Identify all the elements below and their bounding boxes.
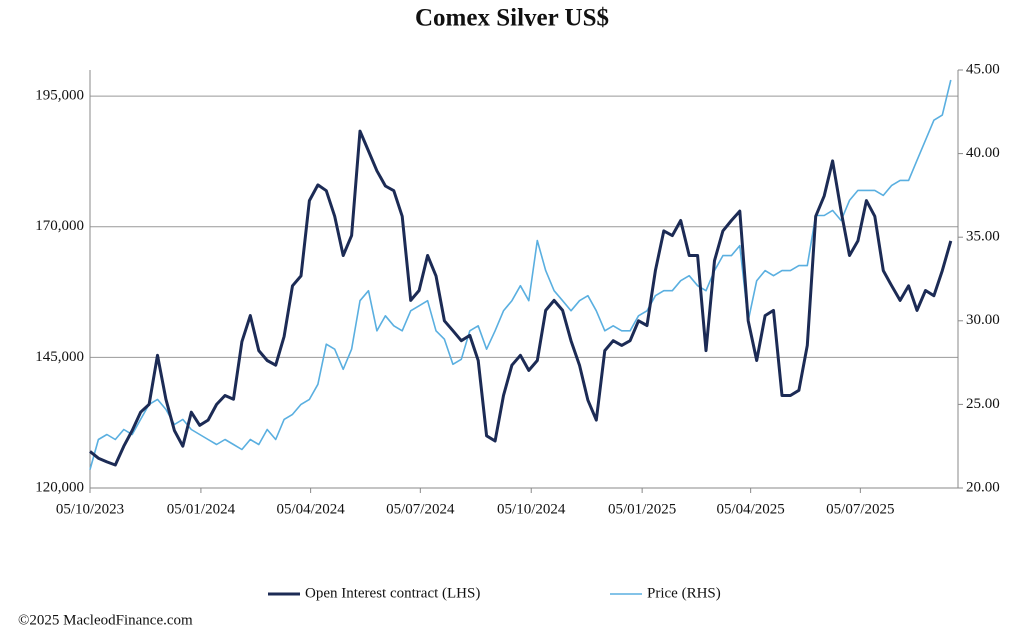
x-tick-label: 05/01/2025 bbox=[608, 501, 676, 517]
series-line bbox=[89, 79, 952, 470]
y-tick-label: 195,000 bbox=[35, 88, 84, 104]
x-tick-label: 05/01/2024 bbox=[167, 501, 236, 517]
chart-title: Comex Silver US$ bbox=[415, 5, 609, 32]
y2-tick-label: 35.00 bbox=[966, 229, 1000, 245]
y-tick-label: 120,000 bbox=[35, 479, 84, 495]
y2-tick-label: 25.00 bbox=[966, 396, 1000, 412]
y-tick-label: 145,000 bbox=[35, 349, 84, 365]
x-tick-label: 05/04/2025 bbox=[716, 501, 784, 517]
footer: ©2025 MacleodFinance.com bbox=[18, 612, 193, 628]
x-tick-label: 05/04/2024 bbox=[276, 501, 345, 517]
y2-tick-label: 40.00 bbox=[966, 145, 1000, 161]
y2-tick-label: 45.00 bbox=[966, 61, 1000, 77]
x-tick-label: 05/10/2024 bbox=[497, 501, 566, 517]
y2-tick-label: 30.00 bbox=[966, 312, 1000, 328]
x-tick-label: 05/07/2024 bbox=[386, 501, 455, 517]
legend-label: Price (RHS) bbox=[647, 585, 721, 601]
y-tick-label: 170,000 bbox=[35, 218, 84, 234]
legend-label: Open Interest contract (LHS) bbox=[305, 585, 480, 601]
x-tick-label: 05/07/2025 bbox=[826, 501, 894, 517]
x-tick-label: 05/10/2023 bbox=[56, 501, 124, 517]
y2-tick-label: 20.00 bbox=[966, 479, 1000, 495]
series-line bbox=[89, 129, 953, 467]
